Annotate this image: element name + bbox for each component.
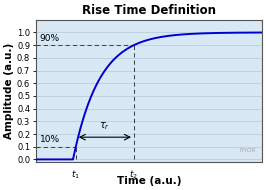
Text: 90%: 90% — [40, 34, 60, 43]
Text: 10%: 10% — [40, 135, 60, 144]
Text: $t_1$: $t_1$ — [71, 168, 80, 181]
Text: $\tau_r$: $\tau_r$ — [99, 120, 110, 132]
X-axis label: Time (a.u.): Time (a.u.) — [117, 176, 181, 186]
Y-axis label: Amplitude (a.u.): Amplitude (a.u.) — [4, 43, 14, 139]
Text: THOR: THOR — [239, 148, 257, 153]
Text: $t_2$: $t_2$ — [130, 168, 138, 181]
Title: Rise Time Definition: Rise Time Definition — [82, 4, 216, 17]
